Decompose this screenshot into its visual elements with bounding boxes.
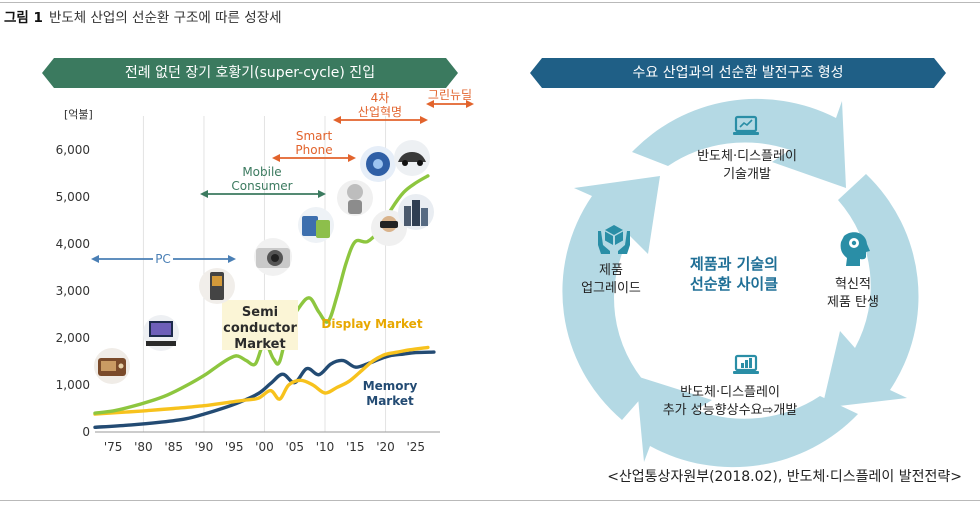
x-tick-label: '15: [346, 440, 365, 454]
cycle-arrow-bottom: [636, 376, 858, 468]
figure-number: 그림 1: [4, 10, 43, 26]
phone-screen: [212, 276, 222, 286]
laptop-icon: [733, 115, 759, 135]
connected-car-picture: [394, 140, 430, 176]
y-tick-label: 6,000: [56, 143, 90, 157]
cycle-arrows: [562, 98, 919, 468]
era-arrow-head-right: [348, 154, 356, 162]
car-body: [398, 152, 426, 162]
semiconductor-series-label: Semi conductor Market: [223, 305, 297, 352]
era-label-bg: [153, 251, 173, 267]
figure-title: 그림 1 반도체 산업의 선순환 구조에 따른 성장세: [4, 6, 282, 26]
x-tick-label: '95: [225, 440, 244, 454]
building: [404, 206, 411, 226]
left-banner: 전례 없던 장기 호황기(super-cycle) 진입: [42, 58, 458, 88]
building: [412, 200, 420, 226]
series-line-memory: [93, 350, 436, 429]
figure-title-text: 반도체 산업의 선순환 구조에 따른 성장세: [48, 10, 282, 26]
cycle-step-2-text: 혁신적 제품 탄생: [827, 277, 879, 310]
y-tick-label: 2,000: [56, 331, 90, 345]
keyboard: [146, 341, 176, 346]
hands-box-icon: [598, 225, 630, 254]
radio-picture: [94, 348, 130, 384]
x-tick-label: '75: [104, 440, 123, 454]
y-tick-label: 5,000: [56, 190, 90, 204]
x-tick-label: '00: [255, 440, 274, 454]
smart-city-picture: [398, 194, 434, 230]
era-arrow-head-left: [333, 116, 341, 124]
cycle-arrow-top: [632, 98, 846, 188]
bottom-rule: [0, 500, 980, 501]
x-tick-label: '80: [134, 440, 153, 454]
series-line-semiconductor: [93, 174, 430, 415]
y-tick-label: 3,000: [56, 284, 90, 298]
vr-headset-picture: [371, 210, 407, 246]
car-wheel: [417, 160, 423, 166]
tablet: [302, 216, 318, 236]
robot-head: [347, 184, 363, 200]
cellphone-picture: [199, 268, 235, 304]
monitor-screen: [151, 323, 171, 335]
desktop-pc-picture: [143, 315, 179, 351]
radio-knob: [118, 363, 124, 369]
series-line-display: [93, 345, 430, 416]
y-tick-label: 1,000: [56, 378, 90, 392]
top-rule: [0, 2, 980, 3]
building: [421, 208, 428, 226]
x-tick-label: '85: [164, 440, 183, 454]
left-banner-shape: [42, 58, 458, 88]
display-series-label: Display Market: [321, 317, 422, 331]
phone: [316, 220, 330, 238]
x-tick-label: '20: [376, 440, 395, 454]
semiconductor-label-box: [222, 300, 298, 350]
ai-brain-picture: [360, 146, 396, 182]
era-label: PC: [155, 252, 171, 266]
x-tick-label: '90: [195, 440, 214, 454]
cycle-step-3-text: 반도체·디스플레이 추가 성능향상수요⇨개발: [663, 385, 798, 418]
era-arrow-head-left: [426, 100, 434, 108]
cycle-center-text: 제품과 기술의 선순환 사이클: [690, 255, 778, 293]
y-axis-label: [억불]: [64, 108, 93, 121]
brain-core: [373, 159, 383, 169]
car-wheel: [402, 160, 408, 166]
vr-goggles: [380, 221, 398, 228]
cycle-step-1-text: 반도체·디스플레이 기술개발: [697, 149, 797, 182]
cycle-arrow-left: [562, 176, 660, 420]
right-banner-shape: [530, 58, 946, 88]
right-banner-label: 수요 산업과의 선순환 발전구조 형성: [632, 65, 844, 81]
radio-dial: [101, 361, 116, 371]
era-arrow-head-right: [466, 100, 474, 108]
camera-picture: [254, 238, 292, 276]
era-label: 4차 산업혁명: [358, 91, 402, 119]
smart-devices-picture: [298, 207, 334, 243]
era-arrow-head-right: [228, 255, 236, 263]
memory-series-label: Memory Market: [363, 379, 418, 408]
era-label: 그린뉴딜: [428, 88, 472, 102]
era-arrow-head-right: [318, 190, 326, 198]
era-label: Mobile Consumer: [231, 165, 292, 193]
x-tick-label: '25: [407, 440, 426, 454]
laptop-chart-icon: [733, 354, 759, 374]
era-arrow-head-left: [272, 154, 280, 162]
era-arrow-head-left: [200, 190, 208, 198]
left-banner-label: 전례 없던 장기 호황기(super-cycle) 진입: [124, 65, 376, 81]
robot-body: [348, 200, 362, 214]
y-tick-label: 4,000: [56, 237, 90, 251]
cycle-arrow-right: [822, 174, 919, 408]
cycle-step-4-text: 제품 업그레이드: [581, 263, 641, 296]
right-banner: 수요 산업과의 선순환 발전구조 형성: [530, 58, 946, 88]
x-tick-label: '05: [285, 440, 304, 454]
source-note: <산업통상자원부(2018.02), 반도체·디스플레이 발전전략>: [607, 469, 962, 485]
robot-picture: [337, 180, 373, 216]
head-gear-icon: [840, 232, 870, 266]
camera-lens-inner: [271, 254, 279, 262]
era-label: Smart Phone: [295, 129, 332, 157]
era-arrow-head-right: [420, 116, 428, 124]
era-arrow-head-left: [91, 255, 99, 263]
x-tick-label: '10: [316, 440, 335, 454]
y-tick-label: 0: [82, 425, 90, 439]
